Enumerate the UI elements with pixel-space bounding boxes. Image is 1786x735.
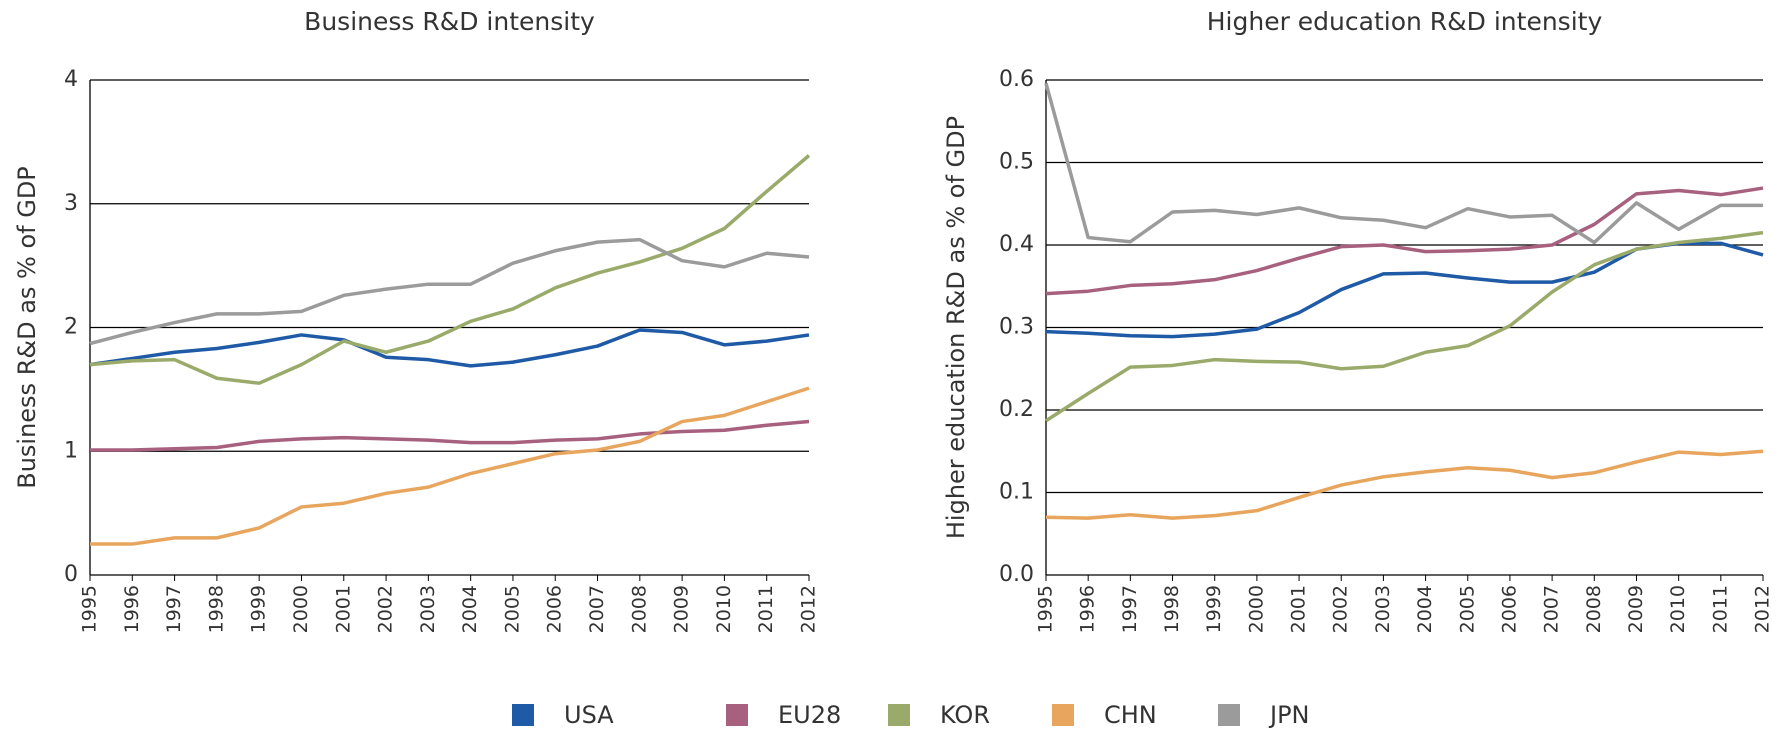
x-tick-label: 2008: [628, 585, 650, 633]
x-tick-label: 2001: [332, 585, 354, 633]
legend-swatch: [1218, 704, 1240, 726]
legend-item: JPN: [1218, 701, 1310, 729]
legend-swatch: [512, 704, 534, 726]
x-tick-label: 2009: [1625, 585, 1647, 633]
y-tick-label: 0.0: [999, 562, 1034, 587]
legend-item: KOR: [888, 701, 990, 729]
x-tick-label: 2011: [1709, 585, 1731, 633]
y-axis-label: Higher education R&D as % of GDP: [942, 116, 970, 539]
x-tick-label: 2012: [1752, 585, 1774, 633]
y-tick-label: 0.3: [999, 315, 1034, 340]
y-axis-label: Business R&D as % of GDP: [13, 166, 41, 489]
x-tick-label: 2002: [1330, 585, 1352, 633]
x-tick-label: 1999: [1203, 585, 1225, 633]
legend-item: USA: [512, 701, 614, 729]
x-tick-label: 2007: [1541, 585, 1563, 633]
y-tick-label: 0.1: [999, 480, 1034, 505]
y-tick-label: 2: [64, 315, 78, 340]
legend-swatch: [1052, 704, 1074, 726]
legend-swatch: [726, 704, 748, 726]
legend-label: KOR: [940, 701, 990, 729]
series-line: [89, 154, 811, 385]
x-tick-label: 2012: [798, 585, 820, 633]
y-tick-label: 0.6: [999, 67, 1034, 92]
legend-item: CHN: [1052, 701, 1157, 729]
series-line: [1045, 241, 1764, 339]
series-line: [1045, 449, 1764, 520]
chart-title: Business R&D intensity: [304, 7, 595, 36]
x-tick-label: 1995: [79, 585, 101, 633]
y-tick-label: 3: [64, 191, 78, 216]
x-tick-label: 2006: [1498, 585, 1520, 633]
x-tick-label: 1997: [1119, 585, 1141, 633]
x-tick-label: 2011: [755, 585, 777, 633]
legend-label: EU28: [778, 701, 841, 729]
series-line: [89, 328, 810, 368]
series-line: [1044, 82, 1763, 245]
x-tick-label: 2010: [713, 585, 735, 633]
x-tick-label: 2005: [501, 585, 523, 633]
x-tick-label: 1996: [121, 585, 143, 633]
legend-swatch: [888, 704, 910, 726]
legend-label: CHN: [1104, 701, 1157, 729]
x-tick-label: 2002: [375, 585, 397, 633]
x-tick-label: 1995: [1035, 585, 1057, 633]
x-tick-label: 1998: [1161, 585, 1183, 633]
chart-title: Higher education R&D intensity: [1207, 7, 1603, 36]
x-tick-label: 1996: [1077, 585, 1099, 633]
y-tick-label: 0.2: [999, 397, 1034, 422]
x-tick-label: 2009: [671, 585, 693, 633]
series-line: [89, 237, 810, 346]
x-tick-label: 2006: [544, 585, 566, 633]
x-tick-label: 2000: [290, 585, 312, 633]
y-tick-label: 0.4: [999, 232, 1034, 257]
x-tick-label: 2000: [1245, 585, 1267, 633]
y-tick-label: 4: [64, 67, 78, 92]
legend-label: USA: [564, 701, 614, 729]
x-tick-label: 1999: [248, 585, 270, 633]
y-tick-label: 0: [64, 562, 78, 587]
y-tick-label: 1: [64, 438, 78, 463]
x-tick-label: 1998: [205, 585, 227, 633]
x-tick-label: 2010: [1667, 585, 1689, 633]
x-tick-label: 2004: [459, 585, 481, 633]
y-tick-label: 0.5: [999, 150, 1034, 175]
series-line: [90, 386, 810, 546]
series-line: [90, 419, 810, 452]
x-tick-label: 2001: [1288, 585, 1310, 633]
legend-label: JPN: [1268, 701, 1310, 729]
x-tick-label: 1997: [163, 585, 185, 633]
x-tick-label: 2003: [1372, 585, 1394, 633]
x-tick-label: 2007: [586, 585, 608, 633]
x-tick-label: 2008: [1583, 585, 1605, 633]
x-tick-label: 2004: [1414, 585, 1436, 633]
series-line: [1045, 186, 1764, 296]
legend-item: EU28: [726, 701, 841, 729]
series-line: [1045, 230, 1764, 423]
x-tick-label: 2005: [1456, 585, 1478, 633]
x-tick-label: 2003: [417, 585, 439, 633]
